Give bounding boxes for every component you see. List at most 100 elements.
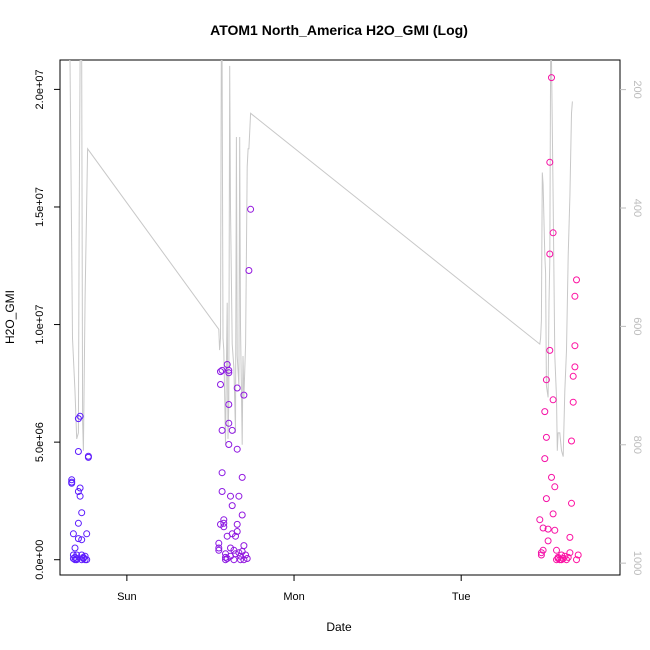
data-point <box>542 376 550 384</box>
y-tick-label: 5.0e+06 <box>34 422 46 462</box>
x-axis-label: Date <box>326 620 352 634</box>
data-point <box>240 556 248 564</box>
data-point <box>83 530 91 538</box>
data-point <box>571 292 579 300</box>
data-point <box>574 551 582 559</box>
data-point <box>546 158 554 166</box>
data-point <box>220 519 228 527</box>
data-point <box>233 445 241 453</box>
data-point <box>548 473 555 481</box>
y-axis-label: H2O_GMI <box>3 290 17 344</box>
data-point <box>536 516 544 524</box>
x-tick-label: Sun <box>117 591 137 603</box>
data-point <box>84 453 92 461</box>
data-point <box>544 537 552 545</box>
data-point <box>546 346 554 354</box>
data-point <box>235 492 243 500</box>
data-point <box>218 366 226 374</box>
data-point <box>558 551 565 559</box>
data-point <box>568 437 575 445</box>
data-point <box>68 476 76 484</box>
data-point <box>566 549 574 557</box>
data-point <box>222 553 229 561</box>
data-point <box>218 488 226 495</box>
data-point <box>73 556 81 564</box>
data-point <box>74 535 82 543</box>
data-point <box>215 546 223 554</box>
data-point <box>247 205 255 213</box>
data-point <box>218 426 226 434</box>
data-point <box>74 488 82 495</box>
data-point <box>222 556 229 564</box>
x-tick-label: Tue <box>452 591 471 603</box>
data-point <box>564 553 572 561</box>
data-point <box>542 433 550 441</box>
data-point <box>71 544 79 552</box>
data-point <box>76 492 84 500</box>
pressure-line <box>69 60 573 457</box>
data-point <box>220 523 228 531</box>
data-point <box>539 524 547 532</box>
y2-tick-label: 400 <box>631 199 643 217</box>
data-point <box>217 381 224 388</box>
x-tick-label: Mon <box>283 591 304 603</box>
data-point <box>233 528 241 535</box>
data-point <box>228 502 236 510</box>
data-point <box>225 441 233 448</box>
data-point <box>245 267 253 274</box>
data-point <box>78 536 86 544</box>
y2-tick-label: 600 <box>631 317 643 335</box>
data-point <box>232 532 239 540</box>
data-point <box>539 546 547 554</box>
data-point <box>571 342 579 350</box>
data-point <box>541 455 549 463</box>
data-point <box>238 511 246 519</box>
data-point <box>73 551 81 559</box>
y-tick-label: 2.0e+07 <box>34 69 46 109</box>
data-point <box>225 401 233 408</box>
x-axis: Sun Mon Tue <box>117 575 470 603</box>
data-point <box>568 499 575 507</box>
data-point <box>76 484 84 492</box>
data-point <box>220 516 228 524</box>
data-point <box>546 250 554 258</box>
data-point <box>537 551 545 559</box>
data-point <box>243 555 251 562</box>
data-point <box>215 544 223 552</box>
data-point <box>240 391 248 399</box>
data-point <box>81 552 89 560</box>
data-point <box>238 473 246 481</box>
y2-tick-label: 1000 <box>631 551 643 575</box>
data-point <box>566 533 574 541</box>
data-point <box>541 408 549 416</box>
data-point <box>549 396 557 404</box>
pressure-line-layer <box>69 60 573 457</box>
data-point <box>218 469 226 477</box>
data-point <box>225 419 233 427</box>
y-tick-label: 1.0e+07 <box>34 305 46 345</box>
y2-axis: 200 400 600 800 1000 <box>620 80 643 575</box>
y-axis: 0.0e+00 5.0e+06 1.0e+07 1.5e+07 2.0e+07 <box>34 69 60 580</box>
data-point <box>235 549 243 557</box>
chart-title: ATOM1 North_America H2O_GMI (Log) <box>210 22 468 38</box>
data-point <box>233 520 241 528</box>
data-point <box>227 492 234 500</box>
data-point <box>573 276 580 284</box>
data-point <box>553 546 560 554</box>
y2-tick-label: 800 <box>631 436 643 454</box>
data-point <box>230 556 238 564</box>
y-tick-label: 0.0e+00 <box>34 540 46 580</box>
data-point <box>544 525 552 533</box>
data-point <box>78 509 86 517</box>
data-point <box>569 398 577 406</box>
y-tick-label: 1.5e+07 <box>34 187 46 227</box>
data-point <box>217 368 224 376</box>
data-points-layer <box>68 74 582 564</box>
data-point <box>233 384 241 392</box>
data-point <box>542 495 550 503</box>
data-point <box>74 448 82 455</box>
data-point <box>551 526 559 534</box>
data-point <box>548 74 555 82</box>
data-point <box>74 519 82 527</box>
